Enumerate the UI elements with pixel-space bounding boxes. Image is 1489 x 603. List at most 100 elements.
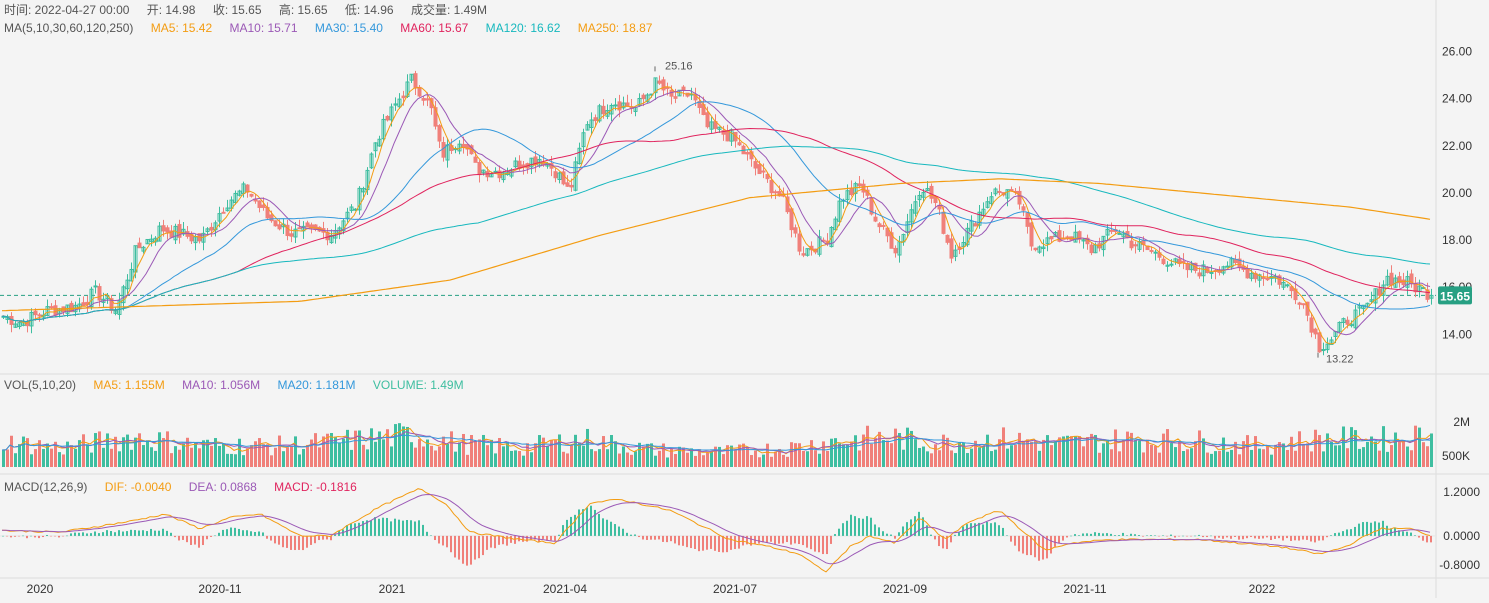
macd-bar bbox=[226, 529, 228, 536]
macd-bar bbox=[1126, 535, 1128, 536]
candle-body bbox=[401, 95, 406, 99]
macd-bar bbox=[1430, 535, 1432, 543]
ma-legend-item: MA30: 15.40 bbox=[314, 21, 383, 35]
macd-bar bbox=[778, 535, 780, 544]
macd-bar bbox=[246, 530, 248, 536]
candle-body bbox=[361, 188, 366, 193]
candle-body bbox=[697, 101, 702, 109]
volume-bar bbox=[446, 443, 449, 467]
candle-body bbox=[961, 241, 966, 247]
volume-bar bbox=[950, 450, 953, 467]
volume-bar bbox=[386, 429, 389, 467]
candle-body bbox=[1393, 277, 1398, 288]
volume-bar bbox=[1210, 453, 1213, 467]
macd-bar bbox=[826, 535, 828, 555]
macd-bar bbox=[206, 535, 208, 540]
volume-bar bbox=[1198, 430, 1201, 467]
volume-bar bbox=[1382, 426, 1385, 467]
volume-bar bbox=[882, 440, 885, 467]
candle-body bbox=[793, 227, 798, 234]
macd-bar bbox=[274, 535, 276, 544]
volume-bar bbox=[914, 439, 917, 467]
macd-bar bbox=[1154, 535, 1156, 536]
volume-bar bbox=[350, 449, 353, 467]
candle-body bbox=[405, 81, 410, 97]
macd-bar bbox=[1326, 535, 1328, 538]
macd-bar bbox=[1322, 535, 1324, 541]
volume-bar bbox=[1090, 433, 1093, 467]
macd-dea-line bbox=[2, 493, 1431, 565]
candle-body bbox=[1293, 288, 1298, 301]
volume-bar bbox=[622, 446, 625, 467]
volume-bar bbox=[258, 438, 261, 467]
volume-bar bbox=[66, 441, 69, 467]
macd-bar bbox=[982, 524, 984, 536]
volume-bar bbox=[1230, 449, 1233, 467]
candle-body bbox=[529, 157, 534, 168]
macd-bar bbox=[1354, 526, 1356, 536]
candle-body bbox=[441, 142, 446, 158]
volume-bar bbox=[1250, 449, 1253, 467]
candle-body bbox=[681, 86, 686, 91]
macd-bar bbox=[158, 530, 160, 536]
macd-bar bbox=[170, 532, 172, 536]
macd-legend-title: MACD(12,26,9) bbox=[4, 480, 88, 494]
volume-bar bbox=[534, 443, 537, 467]
macd-bar bbox=[1314, 535, 1316, 543]
candle-body bbox=[1349, 323, 1354, 327]
macd-bar bbox=[562, 525, 564, 536]
volume-bar bbox=[1186, 449, 1189, 467]
volume-bar bbox=[1178, 441, 1181, 467]
volume-bar bbox=[618, 453, 621, 467]
volume-bar bbox=[1098, 452, 1101, 467]
candle-body bbox=[177, 224, 182, 238]
macd-bar bbox=[434, 535, 436, 541]
candle-body bbox=[1073, 231, 1078, 243]
macd-bar bbox=[998, 525, 1000, 536]
volume-bar bbox=[1354, 430, 1357, 467]
candle-body bbox=[409, 73, 414, 81]
volume-bar bbox=[806, 451, 809, 467]
volume-bar bbox=[234, 454, 237, 467]
macd-bar bbox=[162, 528, 164, 536]
macd-bar bbox=[706, 535, 708, 550]
last-price-badge-text: 15.65 bbox=[1440, 289, 1470, 303]
macd-bar bbox=[114, 532, 116, 536]
volume-bar bbox=[438, 446, 441, 467]
volume-bar bbox=[1050, 445, 1053, 467]
macd-bar bbox=[14, 535, 16, 537]
volume-bar bbox=[1234, 441, 1237, 467]
candle-body bbox=[33, 310, 38, 316]
volume-bar bbox=[522, 455, 525, 467]
volume-bar bbox=[102, 447, 105, 467]
volume-bar bbox=[1074, 436, 1077, 467]
macd-bar bbox=[1046, 535, 1048, 559]
volume-bar bbox=[998, 439, 1001, 467]
candle-body bbox=[617, 101, 622, 111]
volume-bar bbox=[242, 455, 245, 467]
volume-bar bbox=[798, 443, 801, 467]
volume-bar bbox=[818, 453, 821, 467]
macd-dif-line bbox=[1, 488, 1431, 573]
x-tick-label: 2021 bbox=[379, 582, 406, 596]
macd-bar bbox=[234, 527, 236, 536]
volume-bar bbox=[1390, 445, 1393, 467]
macd-bar bbox=[214, 535, 216, 537]
volume-bar bbox=[482, 434, 485, 467]
macd-bar bbox=[250, 531, 252, 536]
candle-body bbox=[761, 170, 766, 173]
candle-body bbox=[569, 184, 574, 188]
volume-bar bbox=[322, 436, 325, 467]
volume-bar bbox=[846, 444, 849, 467]
candle-body bbox=[97, 286, 102, 301]
candle-body bbox=[1133, 244, 1138, 247]
macd-bar bbox=[474, 535, 476, 560]
candle-body bbox=[377, 138, 382, 147]
macd-bar bbox=[814, 535, 816, 552]
macd-bar bbox=[74, 532, 76, 536]
candle-body bbox=[1321, 349, 1326, 352]
candle-body bbox=[1109, 229, 1114, 232]
volume-bar bbox=[670, 448, 673, 467]
candle-body bbox=[953, 249, 958, 257]
